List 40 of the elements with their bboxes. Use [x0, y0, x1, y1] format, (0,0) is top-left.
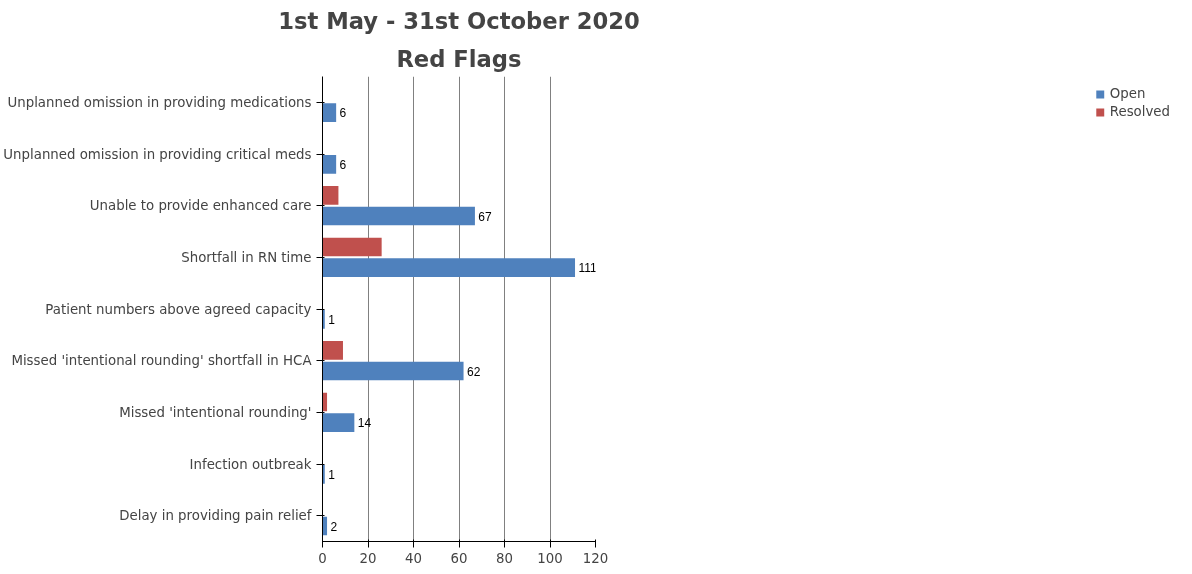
data-label: 67	[478, 209, 493, 224]
y-tick-label: Delay in providing pain relief	[119, 508, 312, 524]
y-tick-label: Missed 'intentional rounding'	[119, 404, 312, 420]
data-label: 2	[330, 519, 338, 534]
chart-title: 1st May - 31st October 2020	[278, 7, 640, 34]
data-label: 1	[328, 467, 336, 482]
data-label: 62	[466, 364, 481, 379]
data-label: 14	[357, 416, 372, 431]
chart-subtitle: Red Flags	[396, 45, 522, 72]
x-tick-label: 20	[359, 550, 377, 566]
y-tick-label: Patient numbers above agreed capacity	[45, 301, 312, 317]
legend-label: Open	[1109, 86, 1146, 101]
y-tick-label: Missed 'intentional rounding' shortfall in HCA	[11, 353, 312, 369]
x-tick-label: 60	[450, 550, 468, 566]
bar	[322, 310, 325, 329]
bar	[322, 465, 325, 484]
y-tick-label: Unplanned omission in providing medications	[7, 94, 312, 110]
x-tick-label: 80	[496, 550, 513, 566]
legend-label: Resolved	[1109, 104, 1170, 119]
x-tick-label: 0	[318, 550, 327, 566]
data-label: 1	[328, 312, 336, 327]
x-tick-label: 100	[537, 550, 563, 566]
bar	[322, 237, 382, 257]
y-tick-label: Unable to provide enhanced care	[89, 198, 312, 214]
bar	[322, 155, 337, 174]
data-label: 111	[578, 261, 597, 276]
x-tick-label: 40	[405, 550, 422, 566]
y-tick-label: Unplanned omission in providing critical meds	[3, 146, 312, 162]
bar	[322, 103, 337, 122]
bar	[322, 206, 475, 226]
data-label: 6	[339, 106, 347, 121]
y-tick-label: Infection outbreak	[189, 456, 312, 472]
x-tick-label: 120	[582, 550, 609, 566]
bar	[322, 186, 339, 205]
bar	[322, 413, 355, 432]
bar	[322, 341, 343, 360]
data-label: 6	[339, 157, 347, 172]
bar	[322, 361, 464, 381]
y-tick-label: Shortfall in RN time	[181, 249, 312, 265]
bar	[322, 258, 576, 277]
